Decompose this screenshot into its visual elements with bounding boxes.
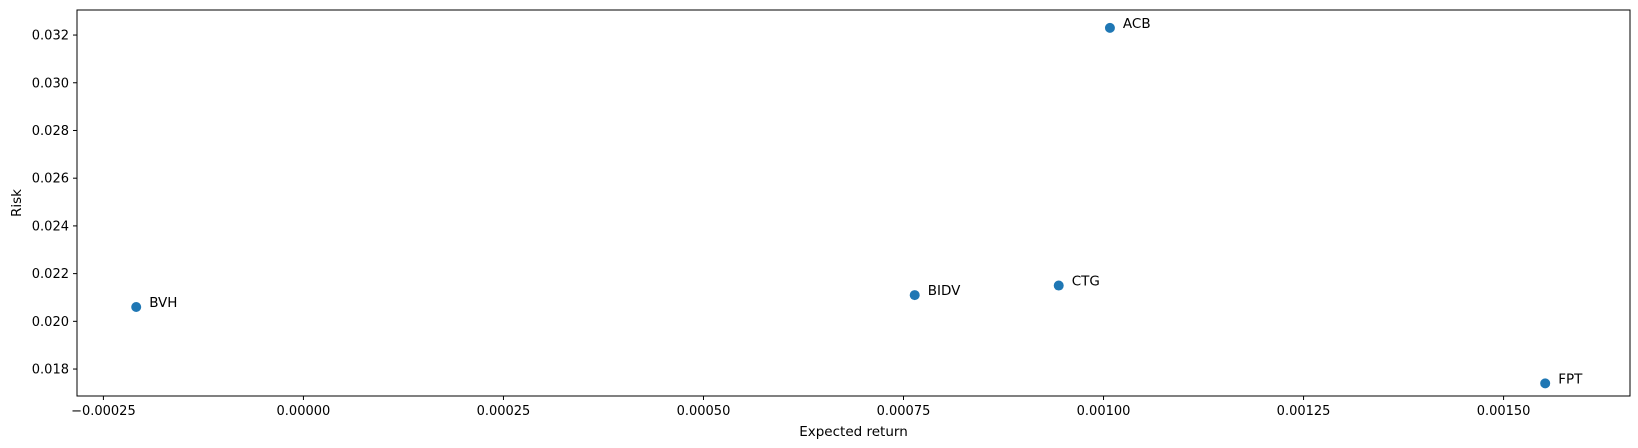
point-label-bidv: BIDV [928, 283, 961, 299]
y-tick-label: 0.032 [32, 29, 69, 44]
x-axis-label: Expected return [799, 424, 908, 440]
y-axis-label: Risk [9, 189, 25, 217]
data-point-bidv [909, 290, 920, 301]
y-axis-ticks: 0.018 0.020 0.022 0.024 0.026 0.028 0.030 0.032 [32, 29, 77, 378]
y-tick-label: 0.030 [32, 76, 69, 91]
data-point-ctg [1053, 280, 1064, 291]
x-tick-label: −0.00025 [71, 404, 136, 419]
y-tick-label: 0.024 [32, 219, 69, 234]
x-axis-ticks: −0.00025 0.00000 0.00025 0.00050 0.00075 0.00… [71, 396, 1530, 419]
x-tick-label: 0.00000 [277, 404, 331, 419]
point-label-acb: ACB [1123, 16, 1151, 32]
point-label-bvh: BVH [149, 295, 177, 311]
x-tick-label: 0.00075 [877, 404, 931, 419]
x-tick-label: 0.00125 [1277, 404, 1331, 419]
x-tick-label: 0.00025 [477, 404, 531, 419]
x-tick-label: 0.00100 [1077, 404, 1131, 419]
data-point-fpt [1540, 378, 1551, 389]
plot-area [77, 10, 1630, 396]
plot-frame [76, 9, 1631, 397]
y-tick-label: 0.020 [32, 315, 69, 330]
data-point-acb [1104, 22, 1115, 33]
y-tick-label: 0.022 [32, 267, 69, 282]
y-tick-label: 0.026 [32, 172, 69, 187]
y-tick-label: 0.018 [32, 363, 69, 378]
x-tick-label: 0.00050 [677, 404, 731, 419]
data-points: BVH BIDV CTG ACB FPT [131, 16, 1583, 389]
data-point-bvh [131, 302, 142, 313]
point-label-fpt: FPT [1558, 371, 1583, 387]
point-label-ctg: CTG [1072, 274, 1100, 290]
y-tick-label: 0.028 [32, 124, 69, 139]
x-tick-label: 0.00150 [1477, 404, 1531, 419]
